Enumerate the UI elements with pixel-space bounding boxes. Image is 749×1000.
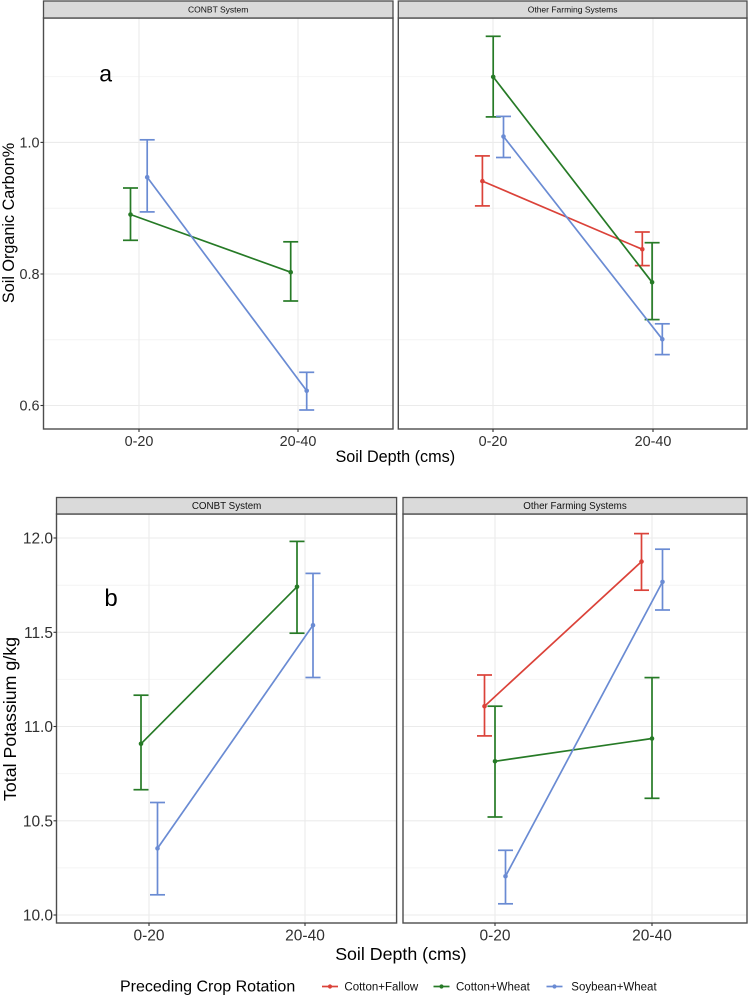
svg-text:Soil Organic Carbon%: Soil Organic Carbon% <box>0 143 18 303</box>
svg-text:20-40: 20-40 <box>280 434 317 450</box>
svg-text:Soil Depth (cms): Soil Depth (cms) <box>335 448 455 466</box>
svg-text:0-20: 0-20 <box>479 434 508 450</box>
svg-text:Soil Depth (cms): Soil Depth (cms) <box>335 944 466 964</box>
svg-text:10.0: 10.0 <box>23 908 54 925</box>
svg-text:0-20: 0-20 <box>133 927 164 944</box>
svg-text:CONBT System: CONBT System <box>192 501 262 512</box>
svg-text:Soybean+Wheat: Soybean+Wheat <box>571 981 657 993</box>
svg-text:a: a <box>99 60 112 86</box>
svg-text:10.5: 10.5 <box>23 813 53 830</box>
svg-text:0-20: 0-20 <box>479 927 510 944</box>
svg-text:0.8: 0.8 <box>19 267 39 283</box>
svg-text:b: b <box>104 585 117 612</box>
svg-text:0.6: 0.6 <box>19 399 39 415</box>
svg-text:1.0: 1.0 <box>19 136 39 152</box>
svg-text:12.0: 12.0 <box>23 531 54 548</box>
svg-text:11.5: 11.5 <box>24 625 53 642</box>
svg-text:0-20: 0-20 <box>125 434 154 450</box>
svg-text:20-40: 20-40 <box>635 434 672 450</box>
svg-text:11.0: 11.0 <box>24 719 53 736</box>
svg-text:Cotton+Fallow: Cotton+Fallow <box>344 981 419 993</box>
svg-text:Other Farming Systems: Other Farming Systems <box>528 5 618 15</box>
svg-text:CONBT System: CONBT System <box>188 5 248 15</box>
svg-text:Other Farming Systems: Other Farming Systems <box>523 501 627 512</box>
svg-text:20-40: 20-40 <box>285 927 325 944</box>
svg-text:20-40: 20-40 <box>632 927 672 944</box>
svg-text:Cotton+Wheat: Cotton+Wheat <box>456 981 531 993</box>
svg-text:Preceding Crop Rotation: Preceding Crop Rotation <box>120 978 295 995</box>
svg-text:Total Potassium g/kg: Total Potassium g/kg <box>0 637 20 801</box>
